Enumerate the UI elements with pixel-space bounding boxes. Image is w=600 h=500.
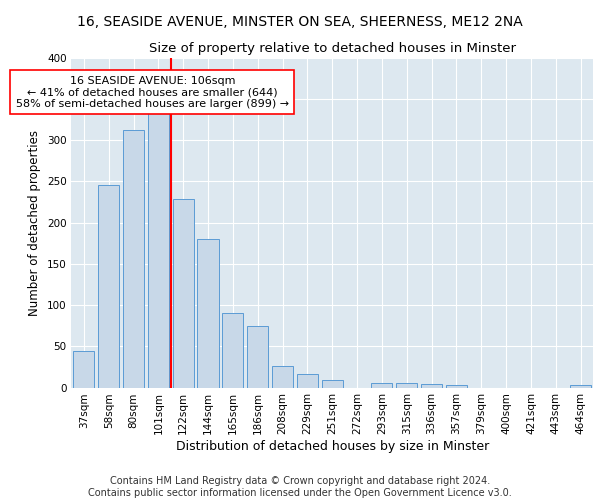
Text: Contains HM Land Registry data © Crown copyright and database right 2024.
Contai: Contains HM Land Registry data © Crown c… [88,476,512,498]
Text: 16, SEASIDE AVENUE, MINSTER ON SEA, SHEERNESS, ME12 2NA: 16, SEASIDE AVENUE, MINSTER ON SEA, SHEE… [77,15,523,29]
Bar [297,374,318,388]
Bar [247,326,268,388]
Bar [98,184,119,388]
X-axis label: Distribution of detached houses by size in Minster: Distribution of detached houses by size … [176,440,489,453]
Bar [148,111,169,388]
Bar [570,385,591,388]
Bar [173,200,194,388]
Bar [396,384,418,388]
Text: 16 SEASIDE AVENUE: 106sqm
← 41% of detached houses are smaller (644)
58% of semi: 16 SEASIDE AVENUE: 106sqm ← 41% of detac… [16,76,289,109]
Bar [272,366,293,388]
Title: Size of property relative to detached houses in Minster: Size of property relative to detached ho… [149,42,516,55]
Bar [371,384,392,388]
Bar [197,239,218,388]
Bar [421,384,442,388]
Y-axis label: Number of detached properties: Number of detached properties [28,130,41,316]
Bar [446,385,467,388]
Bar [223,314,244,388]
Bar [322,380,343,388]
Bar [123,130,144,388]
Bar [73,351,94,388]
